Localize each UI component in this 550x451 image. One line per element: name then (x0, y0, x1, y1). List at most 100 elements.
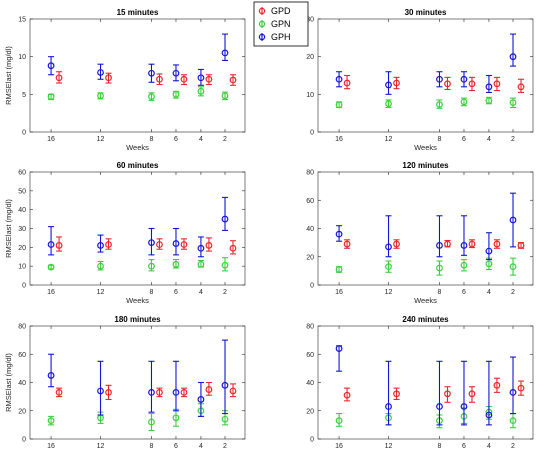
data-point (485, 411, 493, 419)
chart-title: 30 minutes (405, 8, 447, 17)
x-tick-label: 8 (438, 443, 442, 450)
series-gph (47, 339, 229, 417)
y-tick-label: 0 (310, 283, 314, 290)
data-point (97, 387, 104, 395)
y-axis-label: RMSElast (mg/dl) (4, 353, 13, 412)
series-gpd (55, 71, 237, 86)
chart-panel: 15 minutes 0 5 10 15 16 12 8 6 4 2 Weeks RMSElast (m… (4, 8, 246, 152)
series-gpn (47, 257, 229, 272)
data-point (485, 97, 493, 105)
legend-entry-gpn: GPN (258, 19, 291, 29)
data-point (172, 414, 180, 422)
axes-frame (317, 171, 534, 286)
y-tick-label: 0 (22, 437, 26, 444)
x-tick-label: 4 (487, 136, 491, 143)
data-point (385, 263, 392, 271)
x-tick-label: 4 (199, 289, 203, 296)
data-point (436, 242, 443, 249)
data-point (335, 345, 343, 353)
axes-frame (29, 325, 246, 440)
x-tick-label: 6 (462, 136, 466, 143)
x-tick-label: 2 (511, 289, 515, 296)
y-tick-label: 20 (306, 54, 314, 61)
data-point (97, 69, 104, 76)
chart-title: 15 minutes (117, 8, 159, 17)
chart-panel: 180 minutes02040608016128642WeeksRMSElas… (4, 315, 246, 451)
data-point (221, 49, 229, 57)
data-point (47, 241, 55, 248)
x-tick-label: 4 (487, 289, 491, 296)
x-tick-label: 12 (385, 443, 393, 450)
x-tick-label: 8 (438, 289, 442, 296)
y-tick-label: 0 (310, 130, 314, 137)
data-point (156, 241, 163, 248)
data-point (460, 242, 468, 249)
data-point (493, 240, 501, 248)
data-point (172, 260, 180, 268)
data-point (229, 76, 237, 84)
data-point (509, 388, 517, 396)
data-point (47, 263, 55, 271)
x-tick-label: 6 (174, 289, 178, 296)
data-point (335, 417, 343, 425)
y-tick-label: 10 (306, 92, 314, 99)
data-point (444, 240, 451, 248)
data-point (55, 388, 63, 396)
data-point (436, 101, 443, 108)
data-point (172, 388, 180, 396)
data-point (172, 69, 180, 77)
x-tick-label: 4 (199, 136, 203, 143)
y-tick-label: 20 (306, 408, 314, 415)
x-tick-label: 4 (487, 443, 491, 450)
axes-frame (317, 18, 534, 133)
series-gpd (343, 239, 525, 249)
data-point (335, 266, 343, 273)
data-point (148, 69, 155, 77)
data-point (460, 403, 468, 410)
data-point (172, 240, 180, 247)
y-tick-label: 15 (18, 17, 26, 24)
y-tick-label: 20 (18, 408, 26, 415)
legend: GPD GPN GPH (253, 1, 309, 47)
legend-label-gph: GPH (271, 32, 291, 42)
series-gpd (55, 381, 237, 401)
data-point (468, 240, 476, 248)
data-point (385, 403, 392, 410)
series-gpn (47, 403, 229, 432)
y-tick-label: 0 (22, 130, 26, 137)
x-tick-label: 16 (47, 443, 55, 450)
data-point (47, 62, 55, 70)
data-point (509, 417, 517, 425)
data-point (97, 92, 104, 100)
data-point (385, 81, 392, 89)
y-tick-label: 40 (18, 380, 26, 387)
data-point (47, 93, 55, 100)
y-axis-label: RMSElast (mg/dl) (4, 46, 13, 105)
series-gpn (335, 96, 517, 109)
data-point (343, 79, 351, 87)
data-point (148, 418, 155, 426)
data-point (493, 80, 501, 88)
x-tick-label: 16 (335, 136, 343, 143)
y-tick-label: 40 (306, 380, 314, 387)
data-point (156, 75, 163, 83)
data-point (221, 415, 229, 423)
data-point (148, 93, 155, 100)
data-point (436, 264, 443, 272)
series-gpd (343, 377, 525, 403)
data-point (485, 247, 493, 255)
x-tick-label: 2 (223, 443, 227, 450)
y-tick-label: 0 (310, 437, 314, 444)
data-point (221, 215, 229, 223)
data-point (493, 381, 501, 389)
y-tick-label: 60 (306, 352, 314, 359)
x-tick-label: 12 (97, 443, 105, 450)
legend-label-gpd: GPD (271, 6, 291, 16)
x-axis-label: Weeks (414, 143, 437, 152)
data-point (343, 391, 351, 399)
data-point (460, 261, 468, 269)
chart-title: 60 minutes (117, 161, 159, 170)
x-tick-label: 12 (97, 136, 105, 143)
x-tick-label: 2 (223, 289, 227, 296)
